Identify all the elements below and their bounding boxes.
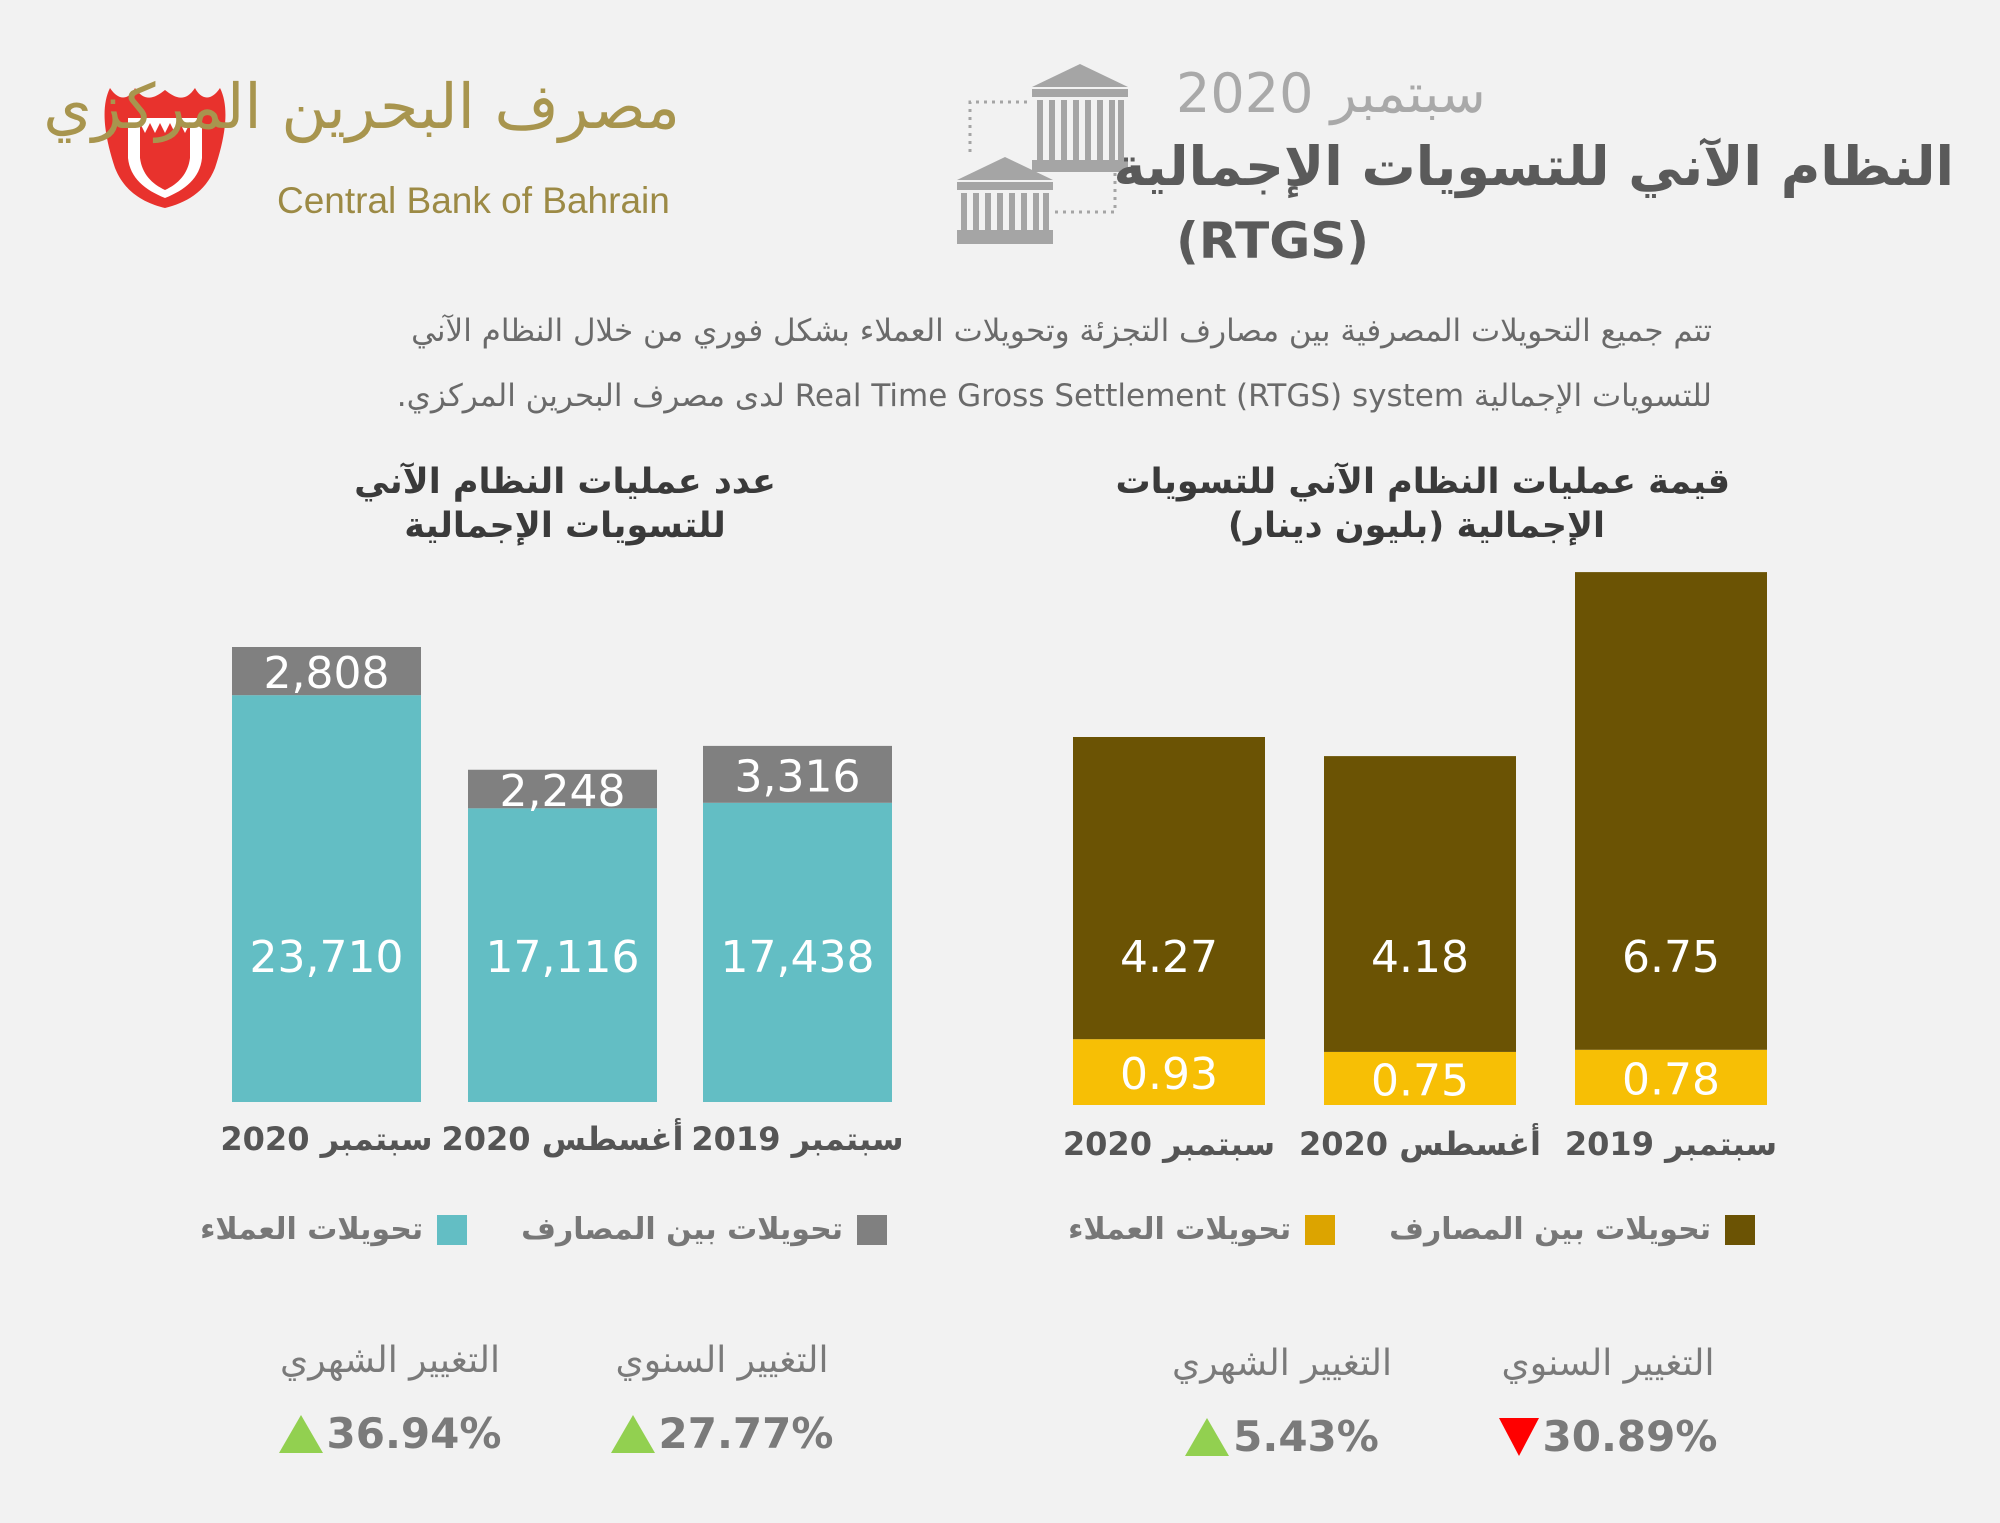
report-date: سبتمبر 2020 [1176,62,1486,125]
count-label-interbank: 2,248 [500,766,626,817]
change-value: 27.77% [658,1409,834,1458]
change-label: التغيير السنوي [1501,1343,1715,1384]
count-label-interbank: 2,808 [264,648,390,699]
up-arrow-icon [610,1414,655,1453]
count-bar-customer [232,695,421,1102]
legend-item-interbank: تحويلات بين المصارف [521,1212,887,1247]
up-arrow-icon [1185,1417,1230,1456]
legend-swatch-teal [437,1214,468,1245]
change-annual-count: التغيير السنوي 27.77% [592,1340,852,1458]
bahrain-emblem-logo [104,88,226,208]
count-x-tick-label: سبتمبر 2020 [220,1120,432,1158]
legend-value: تحويلات بين المصارف تحويلات العملاء [1028,1212,1755,1247]
description-line-1: تتم جميع التحويلات المصرفية بين مصارف ال… [411,313,1712,349]
value-label-interbank: 6.75 [1622,932,1720,983]
count-label-customer: 23,710 [250,932,404,983]
legend-item-customer: تحويلات العملاء [1068,1212,1336,1247]
chart-title-count: عدد عمليات النظام الآني للتسويات الإجمال… [330,460,800,548]
change-value: 30.89% [1542,1412,1718,1461]
legend-label: تحويلات بين المصارف [521,1212,843,1247]
chart-title-value: قيمة عمليات النظام الآني للتسويات الإجما… [1060,460,1730,548]
value-bar-interbank [1073,737,1265,1040]
change-monthly-value: التغيير الشهري 5.43% [1152,1343,1412,1461]
count-x-tick-label: أغسطس 2020 [442,1118,684,1158]
value-bar-interbank [1575,572,1767,1050]
change-annual-value: التغيير السنوي 30.89% [1478,1343,1738,1461]
page-title: النظام الآني للتسويات الإجمالية [1113,135,1954,198]
up-arrow-icon [278,1414,323,1453]
count-bar-interbank [232,647,421,696]
value-label-customer: 0.78 [1622,1054,1720,1105]
chart-title-value-line2: الإجمالية (بليون دينار) [1227,506,1605,546]
legend-item-customer: تحويلات العملاء [200,1212,468,1247]
change-label: التغيير الشهري [280,1340,500,1381]
page-title-abbreviation: (RTGS) [1176,212,1370,270]
value-bar-interbank [1324,756,1516,1052]
change-value: 36.94% [326,1409,502,1458]
change-monthly-count: التغيير الشهري 36.94% [260,1340,520,1458]
value-label-interbank: 4.27 [1120,932,1218,983]
count-bar-interbank [703,745,892,803]
value-x-tick-label: سبتمبر 2019 [1565,1125,1777,1163]
legend-count: تحويلات بين المصارف تحويلات العملاء [160,1212,887,1247]
value-x-tick-label: أغسطس 2020 [1299,1123,1541,1163]
count-bar-customer [468,808,657,1102]
change-value: 5.43% [1233,1412,1379,1461]
legend-label: تحويلات العملاء [200,1212,424,1247]
legend-swatch-brown [1725,1214,1755,1245]
legend-label: تحويلات العملاء [1068,1212,1292,1247]
chart-title-count-line1: عدد عمليات النظام الآني [354,462,776,502]
change-label: التغيير الشهري [1172,1343,1392,1384]
value-bar-customer [1575,1049,1767,1105]
count-label-customer: 17,116 [486,932,640,983]
value-bar-customer [1073,1039,1265,1105]
value-label-interbank: 4.18 [1371,932,1469,983]
count-bar-customer [703,802,892,1102]
logo-arabic-text: مصرف البحرين المركزي [43,70,680,143]
count-label-customer: 17,438 [721,932,875,983]
value-bar-customer [1324,1051,1516,1105]
description-line-2: للتسويات الإجمالية Real Time Gross Settl… [396,378,1712,414]
value-label-customer: 0.93 [1120,1049,1218,1100]
chart-title-count-line2: للتسويات الإجمالية [404,506,726,546]
legend-label: تحويلات بين المصارف [1389,1212,1711,1247]
bank-transfer-icon [957,64,1128,244]
legend-item-interbank: تحويلات بين المصارف [1389,1212,1755,1247]
value-x-tick-label: سبتمبر 2020 [1063,1125,1275,1163]
value-label-customer: 0.75 [1371,1055,1469,1106]
count-bar-interbank [468,769,657,809]
change-label: التغيير السنوي [615,1340,829,1381]
legend-swatch-yellow [1305,1214,1336,1245]
logo-english-text: Central Bank of Bahrain [277,180,670,221]
count-x-tick-label: سبتمبر 2019 [691,1120,903,1158]
down-arrow-icon [1498,1417,1539,1456]
count-label-interbank: 3,316 [735,751,861,802]
legend-swatch-gray [857,1214,887,1245]
chart-title-value-line1: قيمة عمليات النظام الآني للتسويات [1115,462,1730,502]
